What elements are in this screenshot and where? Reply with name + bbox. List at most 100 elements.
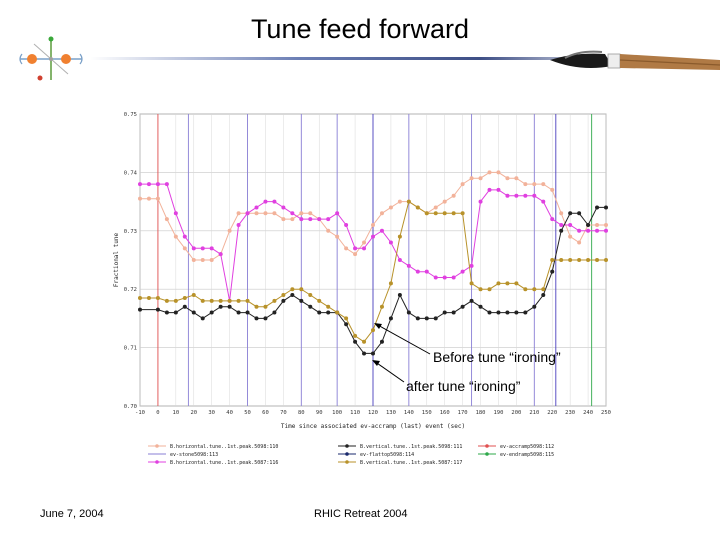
data-point: [460, 304, 465, 309]
y-tick-label: 0.75: [124, 112, 137, 118]
data-point: [308, 293, 313, 298]
data-point: [200, 316, 205, 321]
data-point: [182, 295, 187, 300]
footer-date: June 7, 2004: [40, 508, 104, 520]
data-point: [379, 211, 384, 216]
data-point: [595, 205, 600, 210]
axis-ticks: 0.70 0.71 0.72 0.73 0.74 0.75 -10 0 10 20 30 40 50 60…: [124, 112, 611, 416]
data-point: [604, 222, 608, 227]
data-point: [245, 310, 250, 315]
data-point: [424, 211, 429, 216]
data-point: [371, 351, 375, 356]
data-point: [442, 211, 447, 216]
data-point: [173, 310, 178, 315]
data-point: [442, 275, 447, 280]
data-point: [299, 287, 304, 292]
data-point: [406, 310, 411, 315]
data-point: [505, 310, 510, 315]
data-point: [523, 310, 528, 315]
data-point: [281, 298, 286, 303]
data-point: [290, 217, 295, 222]
data-point: [451, 275, 456, 280]
data-point: [532, 182, 537, 187]
x-tick-label: 250: [601, 410, 611, 416]
data-point: [164, 182, 169, 187]
data-point: [397, 293, 402, 298]
data-point: [577, 211, 582, 216]
data-point: [379, 339, 384, 344]
data-point: [290, 293, 295, 298]
data-point: [568, 258, 573, 262]
data-point: [550, 217, 555, 222]
data-point: [308, 304, 313, 309]
legend-label: ev-flattop5098:114: [360, 452, 414, 458]
x-tick-label: 20: [190, 410, 197, 416]
data-point: [155, 196, 160, 201]
legend-swatch-marker: [155, 444, 159, 448]
data-point: [317, 310, 322, 315]
data-point: [388, 240, 393, 245]
data-point: [254, 205, 259, 210]
data-point: [460, 211, 465, 216]
data-point: [200, 258, 205, 262]
data-point: [146, 182, 151, 187]
legend-swatch-marker: [485, 444, 489, 448]
x-tick-label: 80: [298, 410, 305, 416]
data-point: [532, 304, 537, 309]
data-point: [326, 217, 331, 222]
series-line: [140, 206, 606, 354]
data-point: [182, 246, 187, 251]
legend-swatch-marker: [345, 460, 349, 464]
data-point: [191, 246, 196, 251]
data-point: [254, 316, 259, 321]
series: [138, 182, 608, 303]
data-point: [263, 304, 268, 309]
data-point: [236, 222, 241, 227]
legend-item: ev-accramp5098:112: [478, 444, 554, 450]
before-annotation-text: Before tune “ironing”: [433, 349, 561, 365]
legend-item: B.horizontal.tune..1st.peak.5087:116: [148, 460, 278, 466]
data-point: [424, 269, 429, 274]
data-point: [362, 246, 367, 251]
data-point: [568, 211, 573, 216]
data-point: [514, 281, 519, 286]
x-tick-label: 70: [280, 410, 287, 416]
data-point: [460, 269, 465, 274]
data-point: [514, 176, 519, 181]
data-point: [362, 339, 367, 344]
x-tick-label: 150: [422, 410, 432, 416]
data-point: [487, 187, 492, 192]
legend-swatch-marker: [155, 460, 159, 464]
x-tick-label: 0: [156, 410, 159, 416]
data-point: [173, 298, 178, 303]
legend-label: B.vertical.tune..1st.peak.5098:111: [360, 444, 462, 450]
data-point: [326, 228, 331, 233]
data-point: [532, 287, 537, 292]
data-point: [595, 222, 600, 227]
data-point: [317, 298, 322, 303]
data-point: [344, 222, 349, 227]
x-tick-label: 100: [332, 410, 342, 416]
series-group: [138, 170, 608, 356]
data-point: [272, 310, 277, 315]
data-point: [218, 298, 223, 303]
data-point: [281, 293, 286, 298]
data-point: [604, 205, 608, 210]
x-tick-label: 90: [316, 410, 323, 416]
data-point: [164, 298, 169, 303]
legend-swatch-marker: [345, 452, 349, 456]
x-tick-label: -10: [135, 410, 145, 416]
data-point: [173, 234, 178, 239]
data-point: [191, 310, 196, 315]
data-point: [559, 258, 564, 262]
data-point: [344, 246, 349, 251]
data-point: [290, 211, 295, 216]
data-point: [326, 304, 331, 309]
data-point: [595, 228, 600, 233]
data-point: [236, 310, 241, 315]
data-point: [460, 182, 465, 187]
data-point: [209, 310, 214, 315]
data-point: [344, 322, 349, 327]
data-point: [442, 310, 447, 315]
x-tick-label: 60: [262, 410, 269, 416]
